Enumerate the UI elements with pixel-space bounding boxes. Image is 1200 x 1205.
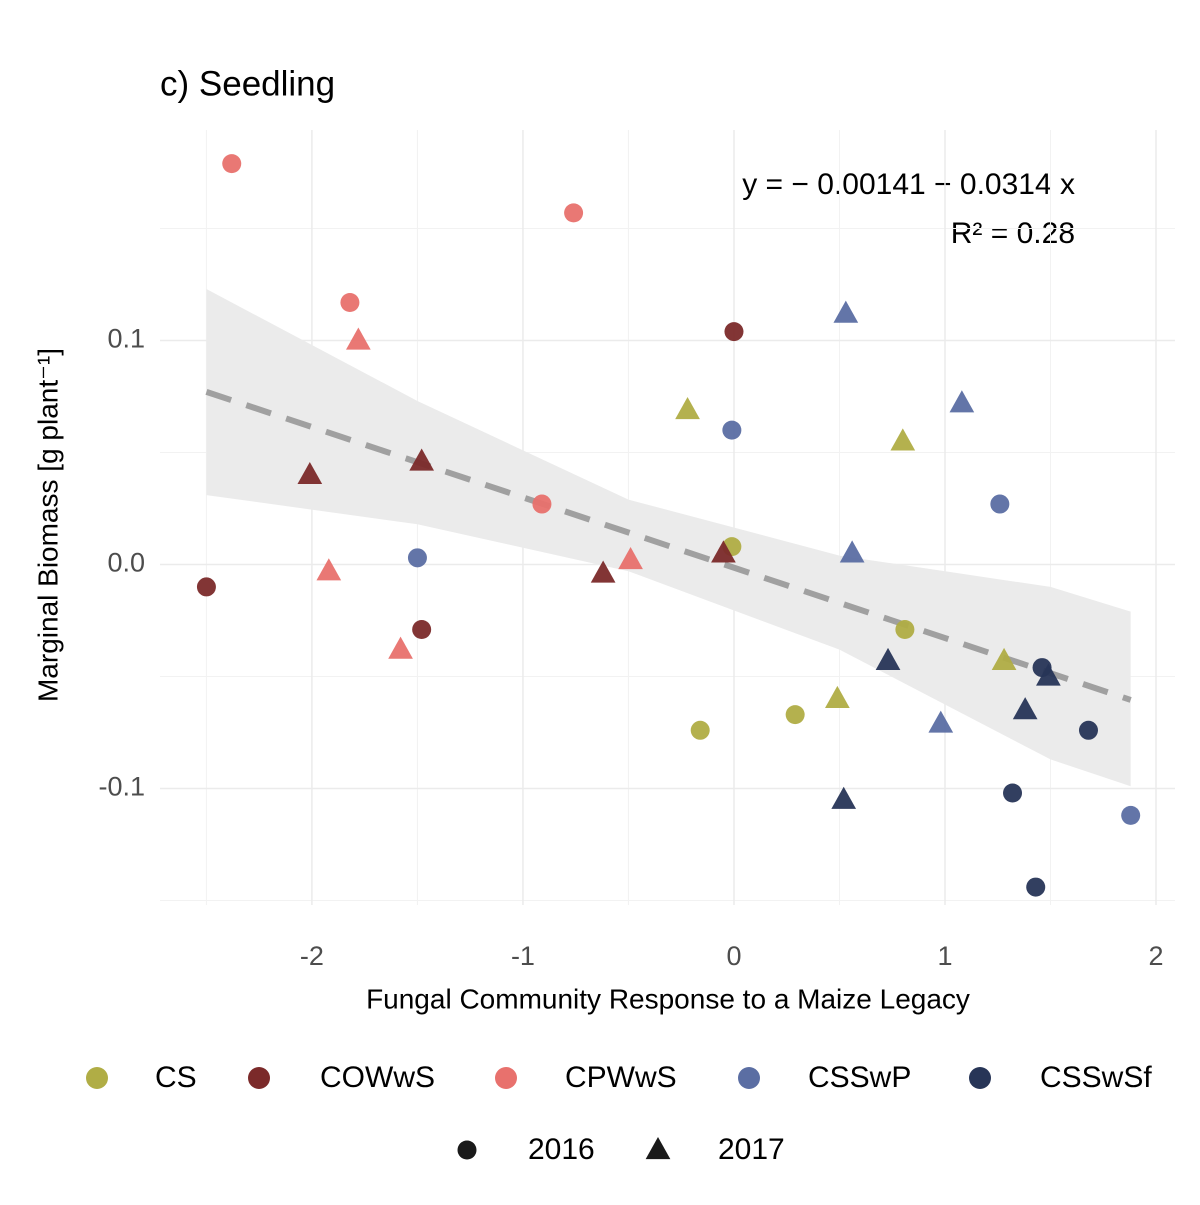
triangle-marker <box>825 685 850 709</box>
legend-label: 2016 <box>528 1133 595 1166</box>
circle-marker <box>1078 720 1098 740</box>
equation: y = − 0.00141 − 0.0314 x <box>742 168 1075 201</box>
x-tick-label: 0 <box>726 941 741 971</box>
triangle-marker <box>875 647 901 670</box>
circle-marker <box>340 292 360 312</box>
triangle-marker <box>346 327 371 350</box>
triangle-marker <box>388 636 413 659</box>
legend-swatch <box>248 1067 270 1089</box>
circle-marker <box>1003 783 1023 803</box>
x-tick-label: 1 <box>937 941 952 971</box>
circle-marker <box>785 705 805 725</box>
circle-marker <box>457 1140 477 1160</box>
triangle-marker <box>590 560 616 583</box>
triangle-marker <box>831 786 857 809</box>
x-tick-label: -2 <box>300 941 324 971</box>
circle-marker <box>407 548 427 568</box>
circle-marker <box>564 203 584 223</box>
legend-label: CPWwS <box>565 1061 677 1094</box>
circle-marker <box>724 322 744 342</box>
legend-swatch <box>495 1067 517 1089</box>
circle-marker <box>1026 877 1046 897</box>
confidence-band <box>206 289 1131 787</box>
triangle-marker <box>1012 697 1038 720</box>
triangle-marker <box>645 1137 671 1160</box>
legend-swatch <box>738 1067 760 1089</box>
x-tick-label: 2 <box>1148 941 1163 971</box>
circle-marker <box>690 720 710 740</box>
legend-label: CSSwP <box>808 1061 911 1094</box>
triangle-marker <box>890 428 916 451</box>
triangle-marker <box>409 448 435 471</box>
circle-marker <box>990 494 1010 514</box>
circle-marker <box>412 619 432 639</box>
circle-marker <box>895 619 915 639</box>
y-tick-label: -0.1 <box>98 772 145 802</box>
circle-marker <box>196 577 216 597</box>
triangle-marker <box>711 540 736 563</box>
legend-label: CS <box>155 1061 197 1094</box>
circle-marker <box>532 494 552 514</box>
triangle-marker <box>675 396 700 420</box>
circle-marker <box>722 420 742 440</box>
triangle-marker <box>316 558 342 581</box>
circle-marker <box>222 154 242 174</box>
fit-line <box>205 389 1132 703</box>
triangle-marker <box>618 547 643 570</box>
circle-marker <box>1121 805 1141 825</box>
legend-label: CSSwSf <box>1040 1061 1152 1094</box>
r-squared: R² = 0.28 <box>951 217 1075 250</box>
legend-label: 2017 <box>718 1133 785 1166</box>
y-axis-title: Marginal Biomass [g plant⁻¹] <box>32 348 63 702</box>
legend-swatch <box>969 1067 991 1089</box>
y-tick-label: 0.1 <box>107 324 145 354</box>
chart-title: c) Seedling <box>160 64 335 103</box>
legend-label: COWwS <box>320 1061 435 1094</box>
triangle-marker <box>839 540 865 563</box>
x-tick-label: -1 <box>511 941 535 971</box>
x-axis-title: Fungal Community Response to a Maize Leg… <box>366 983 970 1014</box>
triangle-marker <box>833 300 859 323</box>
y-tick-label: 0.0 <box>107 548 145 578</box>
triangle-marker <box>928 710 954 733</box>
triangle-marker <box>949 390 975 413</box>
triangle-marker <box>297 461 323 485</box>
triangle-marker <box>991 647 1017 670</box>
legend-swatch <box>86 1067 108 1089</box>
triangle-marker <box>1036 663 1061 686</box>
